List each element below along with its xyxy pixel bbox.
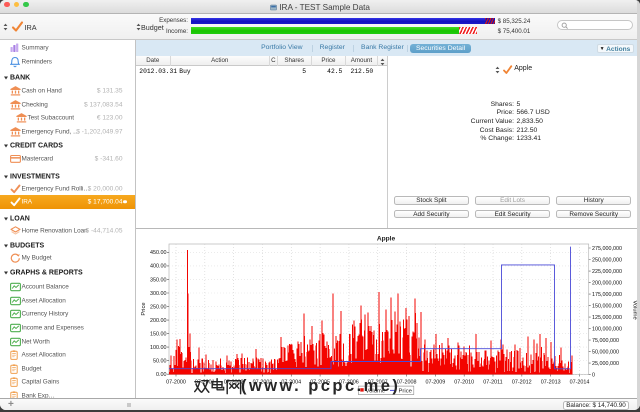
svg-text:07-2003: 07-2003 xyxy=(253,380,273,386)
svg-text:100,000,000: 100,000,000 xyxy=(592,326,622,332)
svg-text:150,000,000: 150,000,000 xyxy=(592,303,622,309)
svg-text:07-2009: 07-2009 xyxy=(426,380,446,386)
svg-text:Price: Price xyxy=(141,302,147,315)
svg-text:07-2000: 07-2000 xyxy=(166,380,186,386)
svg-text:200,000,000: 200,000,000 xyxy=(592,280,622,286)
svg-text:07-2011: 07-2011 xyxy=(483,380,502,386)
svg-text:07-2005: 07-2005 xyxy=(310,380,330,386)
svg-text:07-2013: 07-2013 xyxy=(541,380,561,386)
svg-text:07-2006: 07-2006 xyxy=(339,380,359,386)
svg-text:0.00: 0.00 xyxy=(156,372,167,378)
svg-text:Volume: Volume xyxy=(632,300,638,319)
svg-text:75,000,000: 75,000,000 xyxy=(592,338,619,344)
svg-text:225,000,000: 225,000,000 xyxy=(592,269,622,275)
svg-text:300.00: 300.00 xyxy=(150,291,167,297)
svg-text:07-2008: 07-2008 xyxy=(397,380,417,386)
svg-text:07-2010: 07-2010 xyxy=(454,380,474,386)
svg-text:100.00: 100.00 xyxy=(150,345,167,351)
svg-text:07-2001: 07-2001 xyxy=(195,380,215,386)
svg-text:175,000,000: 175,000,000 xyxy=(592,292,622,298)
svg-text:Apple: Apple xyxy=(377,236,396,243)
svg-text:Volume: Volume xyxy=(366,389,386,395)
svg-text:07-2014: 07-2014 xyxy=(570,380,590,386)
svg-text:07-2007: 07-2007 xyxy=(368,380,388,386)
svg-text:150.00: 150.00 xyxy=(150,331,167,337)
svg-text:25,000,000: 25,000,000 xyxy=(592,361,619,367)
svg-text:200.00: 200.00 xyxy=(150,318,167,324)
svg-text:07-2002: 07-2002 xyxy=(224,380,244,386)
svg-text:400.00: 400.00 xyxy=(150,264,167,270)
svg-text:50.00: 50.00 xyxy=(153,358,167,364)
svg-text:Price: Price xyxy=(399,389,413,395)
svg-text:350.00: 350.00 xyxy=(150,277,167,283)
svg-text:50,000,000: 50,000,000 xyxy=(592,349,619,355)
svg-text:07-2012: 07-2012 xyxy=(512,380,532,386)
svg-text:0: 0 xyxy=(592,372,595,378)
svg-text:07-2004: 07-2004 xyxy=(281,380,301,386)
svg-text:450.00: 450.00 xyxy=(150,250,167,256)
svg-text:125,000,000: 125,000,000 xyxy=(592,315,622,321)
svg-text:250,000,000: 250,000,000 xyxy=(592,257,622,263)
svg-text:275,000,000: 275,000,000 xyxy=(592,246,622,252)
svg-text:250.00: 250.00 xyxy=(150,304,167,310)
